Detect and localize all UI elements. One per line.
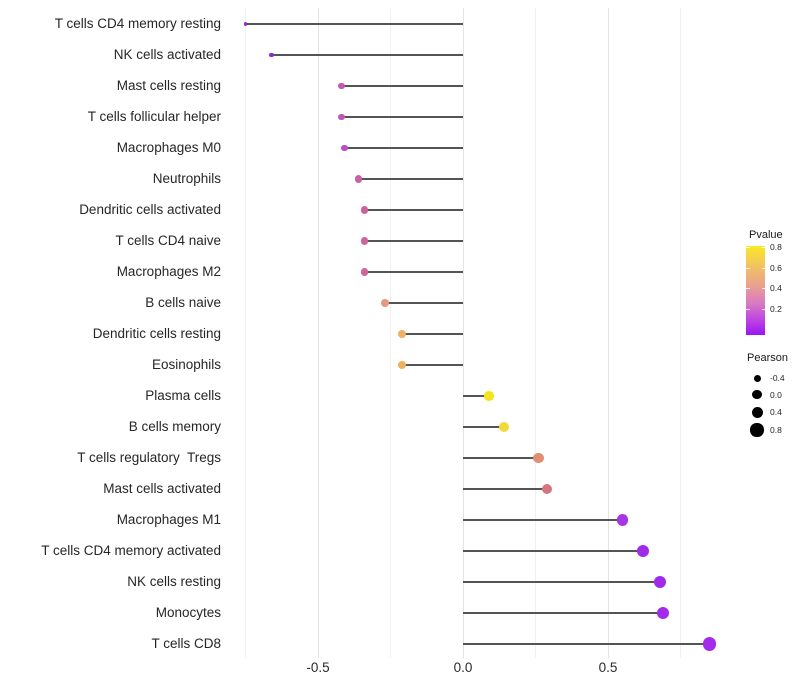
gridline-major: [462, 8, 464, 658]
colorbar-tick-mark: [746, 308, 750, 310]
lollipop-stem: [364, 271, 463, 273]
category-label: Eosinophils: [151, 357, 221, 372]
gridline-major: [607, 8, 609, 658]
x-axis-tick-label: 0.0: [453, 660, 473, 675]
data-point-dot: [398, 329, 407, 339]
pearson-key-label: 0.8: [770, 425, 782, 435]
lollipop-stem: [463, 581, 661, 583]
lollipop-stem: [463, 426, 504, 428]
gridline-minor: [245, 8, 246, 658]
data-point-dot: [616, 514, 629, 526]
colorbar-tick-mark: [746, 267, 750, 269]
colorbar-tick-mark: [761, 308, 765, 310]
lollipop-stem: [364, 209, 463, 211]
lollipop-stem: [271, 54, 463, 56]
data-point-dot: [360, 268, 369, 276]
pearson-key-dot: [753, 374, 761, 382]
category-label: Macrophages M2: [116, 264, 221, 279]
gridline-minor: [390, 8, 391, 658]
category-label: T cells CD4 memory activated: [41, 543, 221, 558]
data-point-dot: [702, 637, 717, 651]
lollipop-stem: [364, 240, 463, 242]
data-point-dot: [653, 575, 667, 589]
category-label: Mast cells resting: [116, 78, 221, 93]
pearson-key-dot: [751, 406, 763, 418]
pvalue-tick-label: 0.2: [770, 303, 782, 314]
colorbar-tick-mark: [761, 288, 765, 289]
pearson-key-label: 0.0: [770, 389, 782, 400]
data-point-dot: [354, 175, 363, 183]
data-point-dot: [243, 22, 248, 26]
category-label: Macrophages M1: [116, 512, 221, 527]
lollipop-stem: [245, 23, 463, 25]
pearson-legend-title: Pearson: [747, 352, 788, 364]
gridline-minor: [680, 8, 681, 658]
lollipop-stem: [341, 85, 463, 87]
data-point-dot: [340, 144, 348, 152]
pvalue-tick-label: 0.4: [770, 283, 782, 293]
category-label: Macrophages M0: [116, 140, 221, 155]
x-axis-tick-label: -0.5: [306, 660, 330, 675]
data-point-dot: [636, 544, 649, 558]
lollipop-stem: [463, 457, 539, 459]
lollipop-stem: [341, 116, 463, 118]
lollipop-stem: [463, 643, 710, 645]
lollipop-stem: [463, 550, 643, 552]
lollipop-stem: [463, 488, 548, 490]
gridline-minor: [535, 8, 536, 658]
lollipop-stem: [358, 178, 463, 180]
lollipop-stem: [463, 612, 664, 614]
pearson-key-dot: [750, 423, 764, 437]
data-point-dot: [484, 391, 494, 401]
category-label: Mast cells activated: [103, 481, 221, 496]
data-point-dot: [541, 483, 553, 495]
category-label: T cells regulatory Tregs: [77, 450, 221, 465]
gridline-major: [317, 8, 319, 658]
colorbar-tick-mark: [746, 288, 750, 289]
lollipop-stem: [384, 302, 463, 304]
category-label: B cells naive: [145, 295, 221, 310]
data-point-dot: [498, 422, 509, 432]
lollipop-stem: [402, 333, 463, 335]
colorbar-tick-mark: [761, 267, 765, 269]
data-point-dot: [269, 52, 274, 58]
data-point-dot: [337, 113, 345, 121]
category-label: Dendritic cells resting: [92, 326, 221, 341]
category-label: Neutrophils: [152, 171, 221, 186]
data-point-dot: [360, 206, 369, 214]
category-label: Plasma cells: [145, 388, 221, 403]
data-point-dot: [360, 237, 369, 245]
data-point-dot: [656, 606, 670, 620]
pvalue-tick-label: 0.6: [770, 262, 782, 273]
lollipop-stem: [463, 395, 490, 397]
category-label: B cells memory: [128, 419, 221, 434]
x-axis-tick-label: 0.5: [598, 660, 618, 675]
category-label: NK cells activated: [113, 47, 221, 62]
category-label: T cells CD4 memory resting: [54, 16, 221, 31]
lollipop-stem: [344, 147, 463, 149]
category-label: T cells follicular helper: [87, 109, 221, 124]
category-label: T cells CD8: [151, 636, 221, 651]
colorbar-tick-mark: [761, 247, 765, 248]
category-label: Monocytes: [155, 605, 221, 620]
lollipop-stem: [402, 364, 463, 366]
pearson-key-label: 0.4: [770, 407, 782, 417]
data-point-dot: [380, 299, 389, 307]
pearson-key-label: -0.4: [770, 373, 785, 383]
pvalue-legend-title: Pvalue: [749, 229, 783, 241]
lollipop-stem: [463, 519, 623, 521]
colorbar-tick-mark: [746, 247, 750, 248]
category-label: Dendritic cells activated: [79, 202, 221, 217]
pvalue-tick-label: 0.8: [770, 242, 782, 252]
data-point-dot: [533, 452, 544, 464]
pvalue-colorbar: [746, 246, 765, 335]
data-point-dot: [337, 82, 345, 90]
pearson-key-dot: [752, 389, 762, 400]
data-point-dot: [398, 360, 407, 370]
category-label: T cells CD4 naive: [115, 233, 221, 248]
category-label: NK cells resting: [127, 574, 221, 589]
